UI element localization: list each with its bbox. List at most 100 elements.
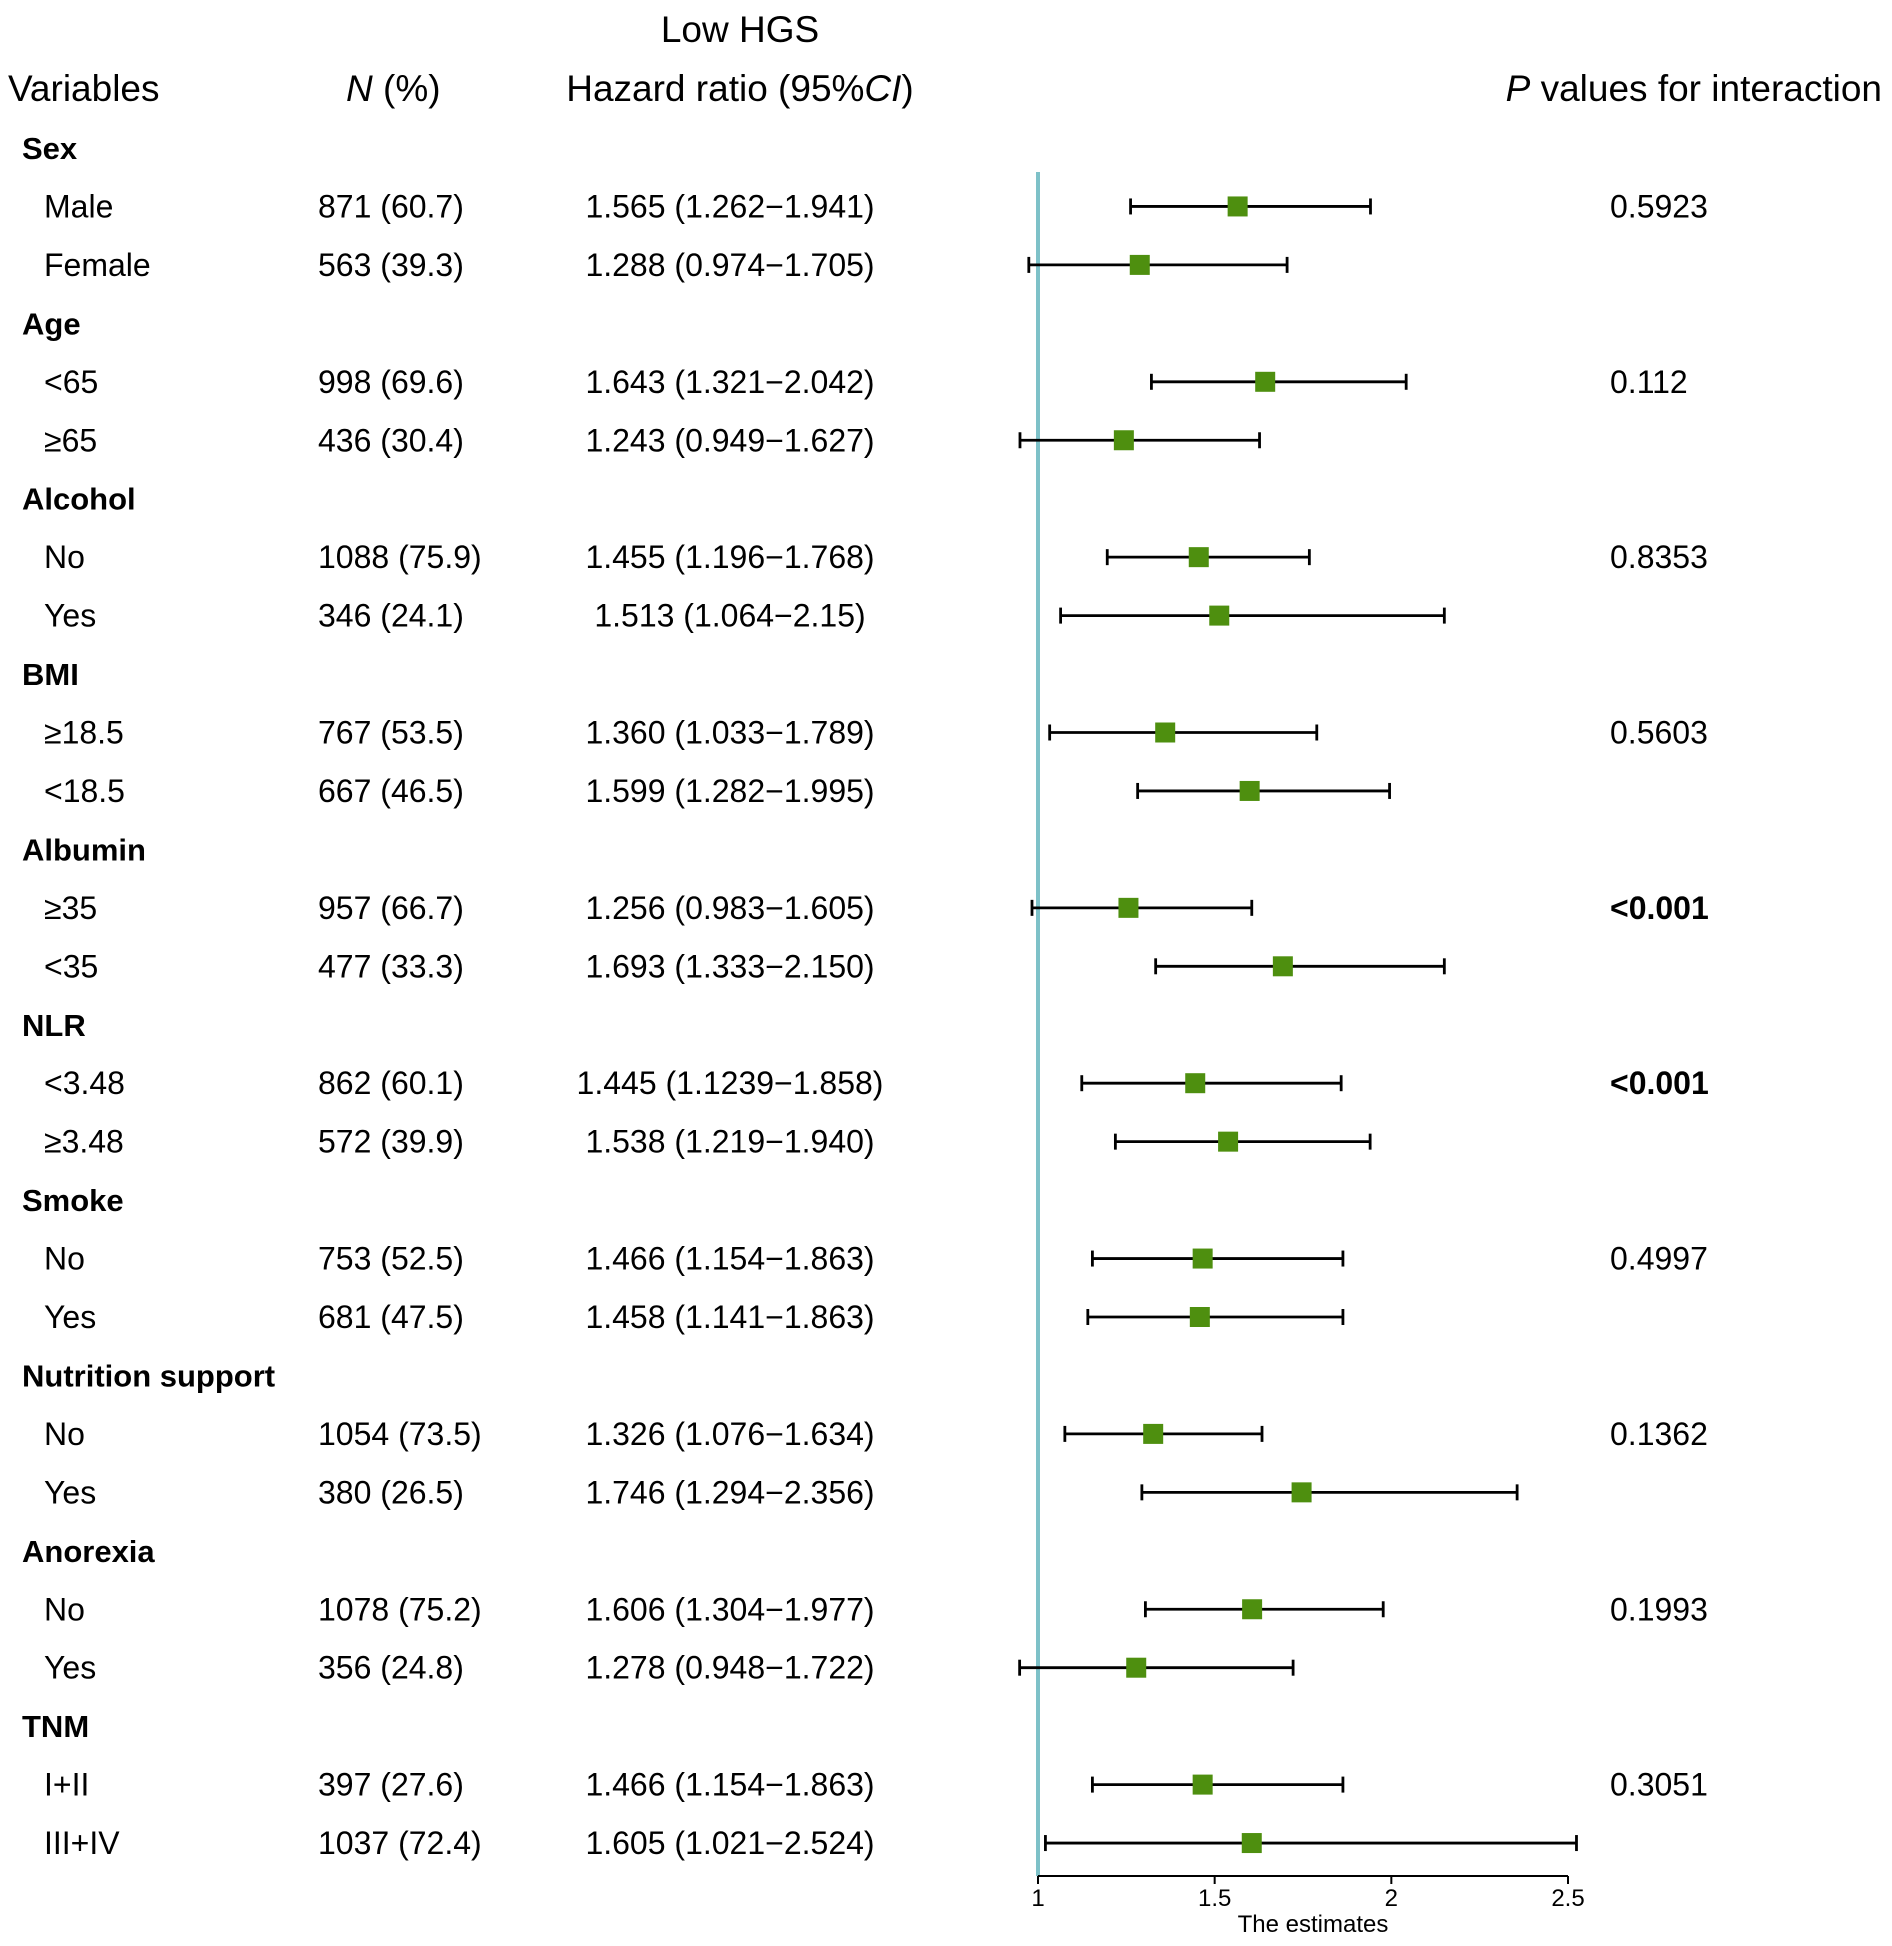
header-hr-italic: CI [864,68,901,109]
subgroup-label: ≥65 [44,422,97,458]
n-percent-cell: 346 (24.1) [318,598,464,634]
group-label: TNM [22,1709,89,1744]
header-hr-main: Hazard ratio (95% [566,68,864,109]
column-headers: Variables N (%) Low HGS Hazard ratio (95… [8,9,1882,109]
hazard-ratio-cell: 1.466 (1.154−1.863) [585,1241,874,1277]
hazard-ratio-marker [1188,547,1209,568]
hazard-ratio-marker [1129,254,1150,275]
hazard-ratio-cell: 1.746 (1.294−2.356) [585,1474,874,1510]
p-value-cell: 0.4997 [1610,1241,1708,1277]
n-percent-cell: 380 (26.5) [318,1474,464,1510]
p-value-cell: 0.5603 [1610,715,1708,751]
table-rows: Sex Male 871 (60.7) 1.565 (1.262−1.941) 0.59… [22,131,1709,1861]
hazard-ratio-cell: 1.605 (1.021−2.524) [585,1825,874,1861]
hazard-ratio-marker [1192,1248,1213,1269]
x-axis-label: The estimates [1238,1911,1389,1938]
hazard-ratio-cell: 1.243 (0.949−1.627) [585,422,874,458]
header-n-italic: N [346,68,373,109]
subgroup-label: Yes [44,1299,96,1335]
hazard-ratio-marker [1242,1599,1263,1620]
subgroup-label: Yes [44,1474,96,1510]
subgroup-label: ≥3.48 [44,1124,124,1160]
hazard-ratio-marker [1239,780,1260,801]
header-p-values: P values for interaction [1506,68,1882,109]
hazard-ratio-marker [1185,1073,1206,1094]
header-variables: Variables [8,68,160,109]
hazard-ratio-marker [1118,897,1139,918]
hazard-ratio-cell: 1.565 (1.262−1.941) [585,188,874,224]
header-n: N (%) [346,68,441,109]
group-label: Alcohol [22,482,136,517]
hazard-ratio-cell: 1.643 (1.321−2.042) [585,364,874,400]
hazard-ratio-cell: 1.288 (0.974−1.705) [585,247,874,283]
subgroup-label: No [44,539,85,575]
header-p-italic: P [1506,68,1531,109]
subgroup-label: ≥18.5 [44,715,124,751]
hazard-ratio-cell: 1.606 (1.304−1.977) [585,1591,874,1627]
hazard-ratio-marker [1143,1423,1164,1444]
p-value-cell: 0.1993 [1610,1591,1708,1627]
subgroup-label: <65 [44,364,98,400]
subgroup-label: No [44,1416,85,1452]
subgroup-label: <3.48 [44,1065,125,1101]
hazard-ratio-marker [1227,196,1248,217]
x-tick-label: 2.5 [1551,1885,1584,1912]
hazard-ratio-cell: 1.466 (1.154−1.863) [585,1767,874,1803]
subgroup-label: Yes [44,598,96,634]
n-percent-cell: 397 (27.6) [318,1767,464,1803]
n-percent-cell: 572 (39.9) [318,1124,464,1160]
x-axis: 1 1.5 2 2.5 The estimates [1031,1875,1585,1938]
p-value-cell: <0.001 [1610,890,1709,926]
group-label: Sex [22,131,78,166]
subgroup-label: III+IV [44,1825,120,1861]
hazard-ratio-cell: 1.538 (1.219−1.940) [585,1124,874,1160]
x-tick-label: 1 [1031,1885,1044,1912]
subgroup-label: I+II [44,1767,89,1803]
hazard-ratio-marker [1113,430,1134,451]
subgroup-label: Female [44,247,151,283]
hazard-ratio-marker [1218,1131,1239,1152]
group-label: Albumin [22,832,146,867]
hazard-ratio-cell: 1.445 (1.1239−1.858) [577,1065,884,1101]
p-value-cell: 0.8353 [1610,539,1708,575]
n-percent-cell: 1054 (73.5) [318,1416,482,1452]
hazard-ratio-marker [1272,956,1293,977]
n-percent-cell: 1078 (75.2) [318,1591,482,1627]
hazard-ratio-cell: 1.693 (1.333−2.150) [585,948,874,984]
n-percent-cell: 998 (69.6) [318,364,464,400]
n-percent-cell: 957 (66.7) [318,890,464,926]
header-n-rest: (%) [373,68,441,109]
hazard-ratio-cell: 1.513 (1.064−2.15) [594,598,865,634]
subgroup-label: Yes [44,1650,96,1686]
subgroup-label: Male [44,188,113,224]
n-percent-cell: 667 (46.5) [318,773,464,809]
group-label: Nutrition support [22,1358,275,1393]
forest-marks [1018,196,1578,1854]
hazard-ratio-cell: 1.256 (0.983−1.605) [585,890,874,926]
subgroup-label: No [44,1241,85,1277]
group-label: NLR [22,1008,86,1043]
n-percent-cell: 862 (60.1) [318,1065,464,1101]
n-percent-cell: 1037 (72.4) [318,1825,482,1861]
p-value-cell: 0.3051 [1610,1767,1708,1803]
hazard-ratio-marker [1209,605,1230,626]
hazard-ratio-marker [1189,1307,1210,1327]
n-percent-cell: 767 (53.5) [318,715,464,751]
header-hr-close: ) [901,68,913,109]
group-label: Age [22,306,81,341]
hazard-ratio-cell: 1.455 (1.196−1.768) [585,539,874,575]
plot-area: 1 1.5 2 2.5 The estimates [1018,172,1585,1938]
subgroup-label: No [44,1591,85,1627]
header-hazard-ratio: Hazard ratio (95%CI) [566,68,914,109]
subgroup-label: ≥35 [44,890,97,926]
hazard-ratio-cell: 1.278 (0.948−1.722) [585,1650,874,1686]
hazard-ratio-marker [1241,1833,1262,1854]
n-percent-cell: 563 (39.3) [318,247,464,283]
n-percent-cell: 1088 (75.9) [318,539,482,575]
x-tick-label: 2 [1385,1885,1398,1912]
subgroup-label: <35 [44,948,98,984]
subgroup-label: <18.5 [44,773,125,809]
group-label: Anorexia [22,1534,155,1569]
hazard-ratio-marker [1291,1482,1312,1503]
